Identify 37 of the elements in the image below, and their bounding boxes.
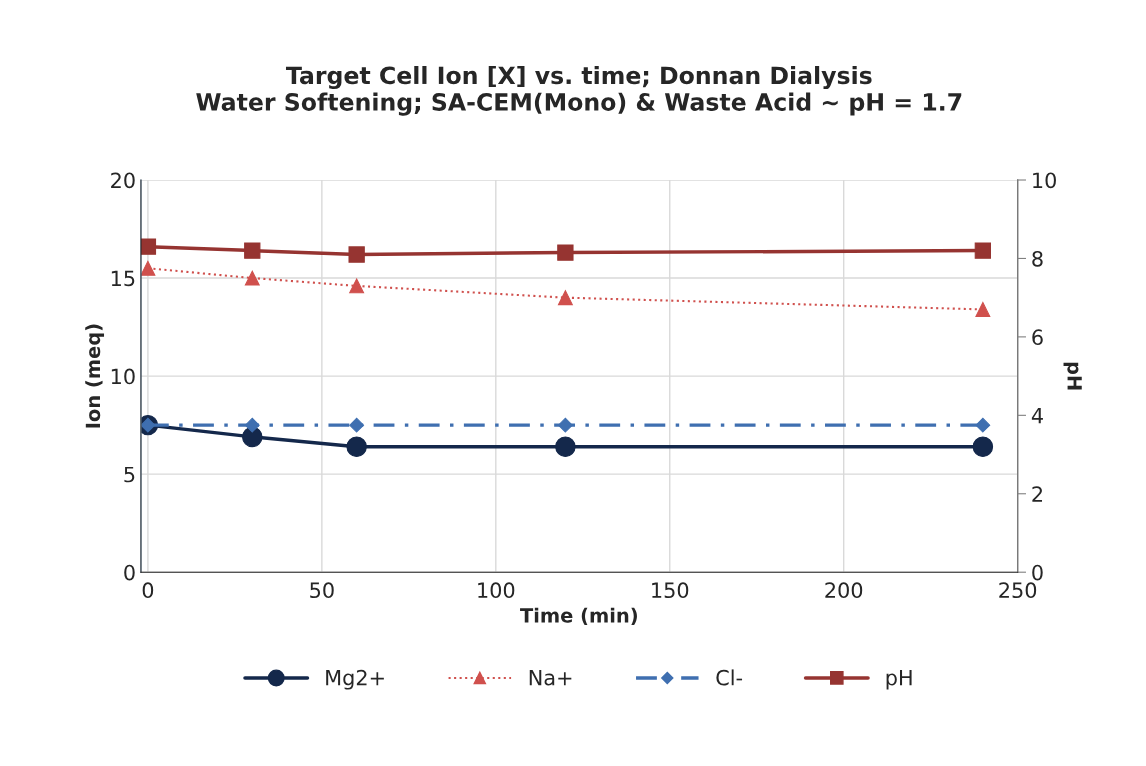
y-tick-label: 0 — [124, 564, 135, 581]
point — [140, 260, 156, 276]
y2-tick-label: 0 — [1032, 564, 1043, 581]
y2-tick-label: 4 — [1031, 408, 1043, 424]
point — [557, 290, 573, 306]
point — [244, 417, 260, 433]
x-tick-label: 150 — [652, 582, 689, 599]
y-tick-label: 10 — [111, 368, 135, 385]
point — [975, 301, 991, 317]
x-tick-label: 50 — [310, 582, 334, 599]
y-axis-title: Ion (meq) — [85, 324, 105, 428]
point — [555, 436, 576, 457]
point — [349, 417, 365, 433]
x-tick-label: 250 — [999, 582, 1037, 599]
y2-tick-label: 6 — [1032, 329, 1043, 346]
point — [557, 417, 573, 433]
point — [346, 436, 367, 457]
point — [975, 417, 991, 433]
point — [244, 270, 260, 286]
y2-axis-title: pH — [1063, 362, 1082, 390]
y-tick-label: 5 — [124, 466, 135, 483]
y2-tick-label: 2 — [1032, 486, 1043, 502]
legend-label: Cl- — [716, 669, 743, 686]
y2-tick-label: 8 — [1032, 250, 1043, 267]
point — [972, 436, 994, 457]
x-tick-label: 200 — [825, 582, 863, 599]
y-tick-label: 15 — [111, 270, 135, 287]
x-axis-title: Time (min) — [520, 607, 637, 625]
point — [349, 278, 365, 294]
y2-tick-label: 10 — [1033, 172, 1056, 189]
legend-label: pH — [886, 670, 912, 690]
legend-label: Mg2+ — [326, 669, 384, 690]
legend-label: Na+ — [529, 670, 572, 686]
x-tick-label: 0 — [142, 582, 154, 599]
chart-title: Target Cell Ion [X] vs. time; Donnan Dialysis Water Softening; SA-CEM(Mono) & Waste Acid ~ pH = 1.7 — [196, 66, 962, 116]
y-tick-label: 20 — [111, 172, 135, 189]
x-tick-label: 100 — [478, 582, 515, 599]
